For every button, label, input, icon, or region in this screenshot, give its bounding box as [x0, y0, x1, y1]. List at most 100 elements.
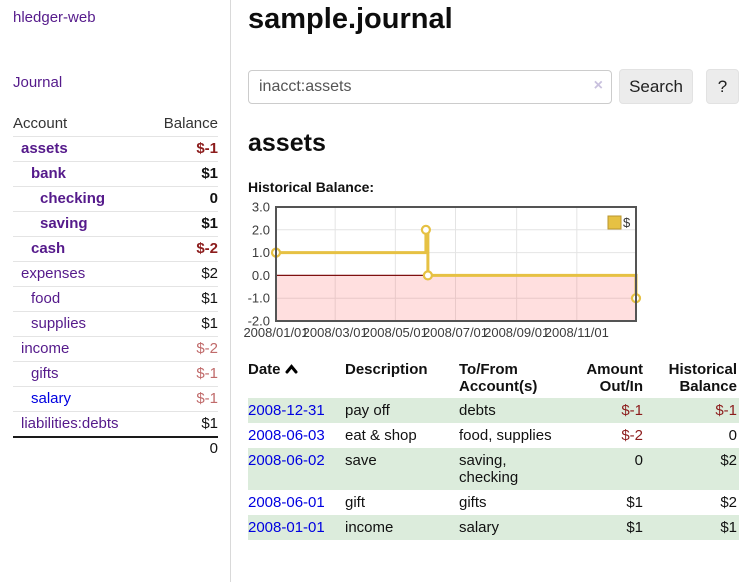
account-balance: $-2: [148, 236, 218, 262]
account-row: food $1: [13, 286, 218, 312]
search-form: × Search ?: [248, 69, 742, 104]
account-row: supplies $1: [13, 311, 218, 337]
register-row: 2008-06-02 save saving, checking 0 $2: [248, 448, 739, 490]
account-balance: 0: [148, 186, 218, 212]
account-balance: $-1: [148, 361, 218, 387]
svg-text:2008/01/01: 2008/01/01: [243, 325, 308, 340]
svg-text:1.0: 1.0: [252, 245, 270, 260]
transaction-description: pay off: [345, 402, 390, 419]
account-row: salary $-1: [13, 386, 218, 412]
sidebar: hledger-web Journal Account Balance asse…: [0, 0, 231, 582]
chart-title: Historical Balance:: [248, 179, 375, 195]
transaction-date-link[interactable]: 2008-12-31: [248, 402, 325, 419]
transaction-balance: $1: [720, 519, 737, 536]
sidebar-item-journal[interactable]: Journal: [13, 74, 63, 91]
svg-text:2008/11/01: 2008/11/01: [545, 325, 609, 340]
account-balance: $-1: [148, 136, 218, 162]
account-row: gifts $-1: [13, 361, 218, 387]
account-link-assets[interactable]: assets: [21, 140, 68, 157]
transaction-balance: 0: [728, 427, 737, 444]
account-link-supplies[interactable]: supplies: [31, 315, 87, 332]
accounts-total: 0: [148, 436, 218, 461]
account-row: saving $1: [13, 211, 218, 237]
account-link-saving[interactable]: saving: [40, 215, 88, 232]
transaction-amount: $-2: [621, 427, 643, 444]
account-balance: $1: [148, 411, 218, 438]
account-link-expenses[interactable]: expenses: [21, 265, 86, 282]
transaction-description: income: [345, 519, 394, 536]
transaction-accounts: debts: [459, 402, 496, 419]
svg-text:2.0: 2.0: [252, 222, 270, 237]
transaction-accounts: food, supplies: [459, 427, 552, 444]
account-balance: $1: [148, 286, 218, 312]
account-row: cash $-2: [13, 236, 218, 262]
account-row: income $-2: [13, 336, 218, 362]
account-link-gifts[interactable]: gifts: [31, 365, 59, 382]
transaction-amount: 0: [634, 452, 643, 469]
svg-text:-1.0: -1.0: [248, 291, 270, 306]
transaction-amount: $1: [626, 494, 643, 511]
account-row: liabilities:debts $1: [13, 411, 218, 438]
svg-text:2008/09/01: 2008/09/01: [484, 325, 549, 340]
search-button[interactable]: Search: [619, 69, 693, 104]
account-row: checking 0: [13, 186, 218, 212]
account-balance: $1: [148, 161, 218, 187]
account-balance: $-1: [148, 386, 218, 412]
svg-text:2008/03/01: 2008/03/01: [303, 325, 368, 340]
register-row: 2008-06-03 eat & shop food, supplies $-2…: [248, 423, 739, 448]
register-header-amount: Amount Out/In: [586, 361, 643, 395]
page-title: sample.journal: [248, 3, 453, 35]
register-row: 2008-06-01 gift gifts $1 $2: [248, 490, 739, 515]
account-link-food[interactable]: food: [31, 290, 61, 307]
transaction-description: eat & shop: [345, 427, 417, 444]
account-heading: assets: [248, 129, 326, 157]
transaction-amount: $-1: [621, 402, 643, 419]
transaction-date-link[interactable]: 2008-06-03: [248, 427, 325, 444]
transaction-amount: $1: [626, 519, 643, 536]
transaction-description: save: [345, 452, 377, 469]
account-row: bank $1: [13, 161, 218, 187]
account-link-cash[interactable]: cash: [31, 240, 66, 257]
clear-search-icon[interactable]: ×: [593, 76, 603, 94]
transaction-date-link[interactable]: 2008-06-01: [248, 494, 325, 511]
register-header-description: Description: [345, 361, 428, 378]
transaction-balance: $2: [720, 494, 737, 511]
transaction-date-link[interactable]: 2008-06-02: [248, 452, 325, 469]
accounts-header-account: Account: [13, 112, 149, 137]
transaction-description: gift: [345, 494, 366, 511]
register-row: 2008-12-31 pay off debts $-1 $-1: [248, 398, 739, 423]
search-input[interactable]: [248, 69, 612, 104]
transaction-accounts: salary: [459, 519, 500, 536]
svg-text:0.0: 0.0: [252, 268, 270, 283]
account-link-salary[interactable]: salary: [31, 390, 72, 407]
svg-text:2008/05/01: 2008/05/01: [363, 325, 428, 340]
accounts-header-balance: Balance: [148, 112, 218, 137]
account-balance: $-2: [148, 336, 218, 362]
account-row: expenses $2: [13, 261, 218, 287]
historical-balance-chart: $3.0 2.0 1.0 0.0 -1.0 -2.0 2008/01/01 2008/03/0…: [242, 200, 742, 342]
svg-text:3.0: 3.0: [252, 200, 270, 215]
account-link-liabilities-debts[interactable]: liabilities:debts: [21, 415, 119, 432]
transaction-accounts: saving, checking: [459, 452, 519, 486]
transaction-balance: $-1: [715, 402, 737, 419]
chart-svg: $3.0 2.0 1.0 0.0 -1.0 -2.02008/01/012008/03/0…: [243, 200, 642, 340]
help-button[interactable]: ?: [706, 69, 739, 104]
register-header-date[interactable]: Date: [248, 358, 345, 398]
account-link-checking[interactable]: checking: [40, 190, 106, 207]
register-header-balance: Historical Balance: [668, 361, 737, 395]
transaction-accounts: gifts: [459, 494, 487, 511]
main-content: sample.journal × Search ? assets Histori…: [231, 0, 742, 582]
register-table: Date Description To/From Account(s) Amou…: [248, 358, 739, 540]
account-link-bank[interactable]: bank: [31, 165, 67, 182]
account-balance: $1: [148, 311, 218, 337]
sort-ascending-icon: [285, 361, 298, 378]
svg-text:$: $: [623, 215, 631, 230]
transaction-balance: $2: [720, 452, 737, 469]
account-row: assets $-1: [13, 136, 218, 162]
transaction-date-link[interactable]: 2008-01-01: [248, 519, 325, 536]
account-balance: $2: [148, 261, 218, 287]
brand-link[interactable]: hledger-web: [13, 9, 96, 26]
svg-text:-2.0: -2.0: [248, 314, 270, 329]
account-link-income[interactable]: income: [21, 340, 70, 357]
